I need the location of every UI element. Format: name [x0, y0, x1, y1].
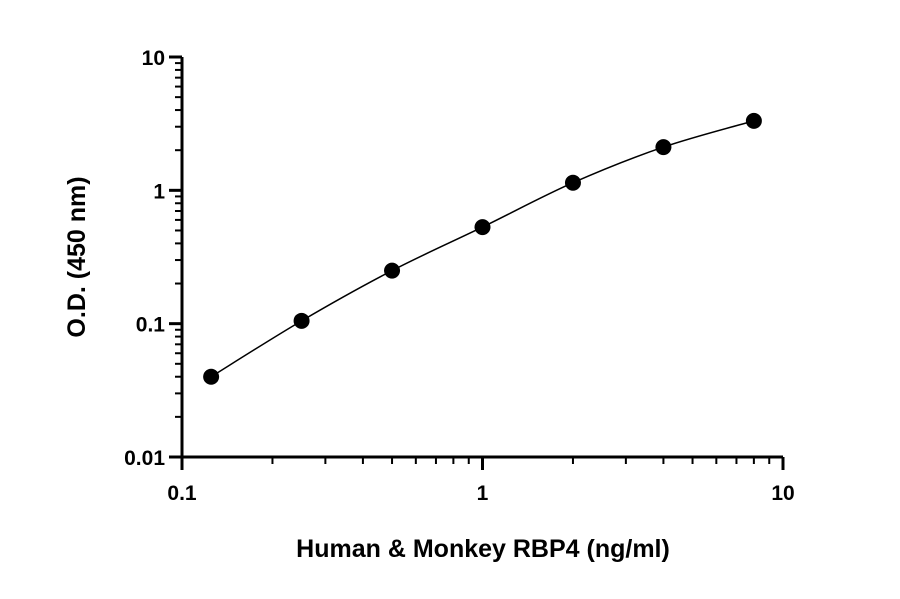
y-tick-label: 1: [153, 180, 165, 203]
data-point: [474, 219, 491, 236]
x-axis-label: Human & Monkey RBP4 (ng/ml): [296, 535, 670, 563]
y-tick-label: 0.01: [124, 447, 165, 470]
data-points: [203, 112, 762, 385]
x-tick-label: 0.1: [167, 482, 197, 505]
x-tick-label: 10: [771, 482, 794, 505]
data-point: [293, 312, 310, 329]
y-tick-label: 10: [142, 47, 165, 70]
axes: [180, 57, 783, 459]
data-point: [203, 368, 220, 385]
data-point: [745, 112, 762, 129]
y-tick-label: 0.1: [136, 314, 166, 337]
x-tick-label: 1: [477, 482, 489, 505]
y-axis-label: O.D. (450 nm): [63, 176, 91, 337]
data-point: [384, 262, 401, 279]
data-point: [564, 174, 581, 191]
fit-curve: [210, 120, 755, 378]
data-point: [655, 139, 672, 156]
